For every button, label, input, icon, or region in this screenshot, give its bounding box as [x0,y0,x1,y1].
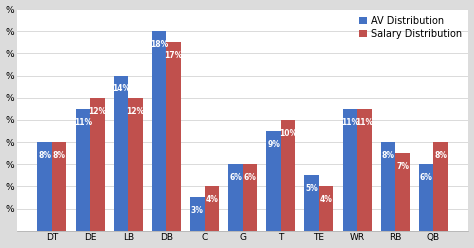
Bar [357,109,372,231]
Text: 12%: 12% [88,107,107,116]
Text: 8%: 8% [53,151,66,160]
Text: 7%: 7% [396,162,409,171]
Text: 11%: 11% [356,118,374,127]
Text: 4%: 4% [320,195,333,204]
Text: 8%: 8% [382,151,394,160]
Bar [319,186,334,231]
Bar [433,142,448,231]
Text: 6%: 6% [420,173,433,182]
Bar [281,120,295,231]
Text: 5%: 5% [305,184,318,193]
Bar [304,175,319,231]
Bar [52,142,66,231]
Text: 8%: 8% [38,151,51,160]
Text: 8%: 8% [434,151,447,160]
Bar [166,42,181,231]
Text: 11%: 11% [74,118,92,127]
Bar [76,109,90,231]
Bar [381,142,395,231]
Text: 4%: 4% [205,195,218,204]
Bar [205,186,219,231]
Bar [152,31,166,231]
Text: 10%: 10% [279,129,297,138]
Text: 11%: 11% [341,118,359,127]
Text: 18%: 18% [150,40,168,49]
Legend: AV Distribution, Salary Distribution: AV Distribution, Salary Distribution [357,14,464,41]
Bar [37,142,52,231]
Bar [395,153,410,231]
Bar [243,164,257,231]
Bar [228,164,243,231]
Text: 6%: 6% [229,173,242,182]
Bar [114,76,128,231]
Text: 12%: 12% [127,107,145,116]
Bar [266,131,281,231]
Text: 6%: 6% [244,173,256,182]
Bar [90,98,105,231]
Bar [419,164,433,231]
Text: 17%: 17% [164,51,183,60]
Text: 3%: 3% [191,206,204,215]
Bar [128,98,143,231]
Bar [190,197,205,231]
Text: 14%: 14% [112,84,130,93]
Bar [343,109,357,231]
Text: 9%: 9% [267,140,280,149]
